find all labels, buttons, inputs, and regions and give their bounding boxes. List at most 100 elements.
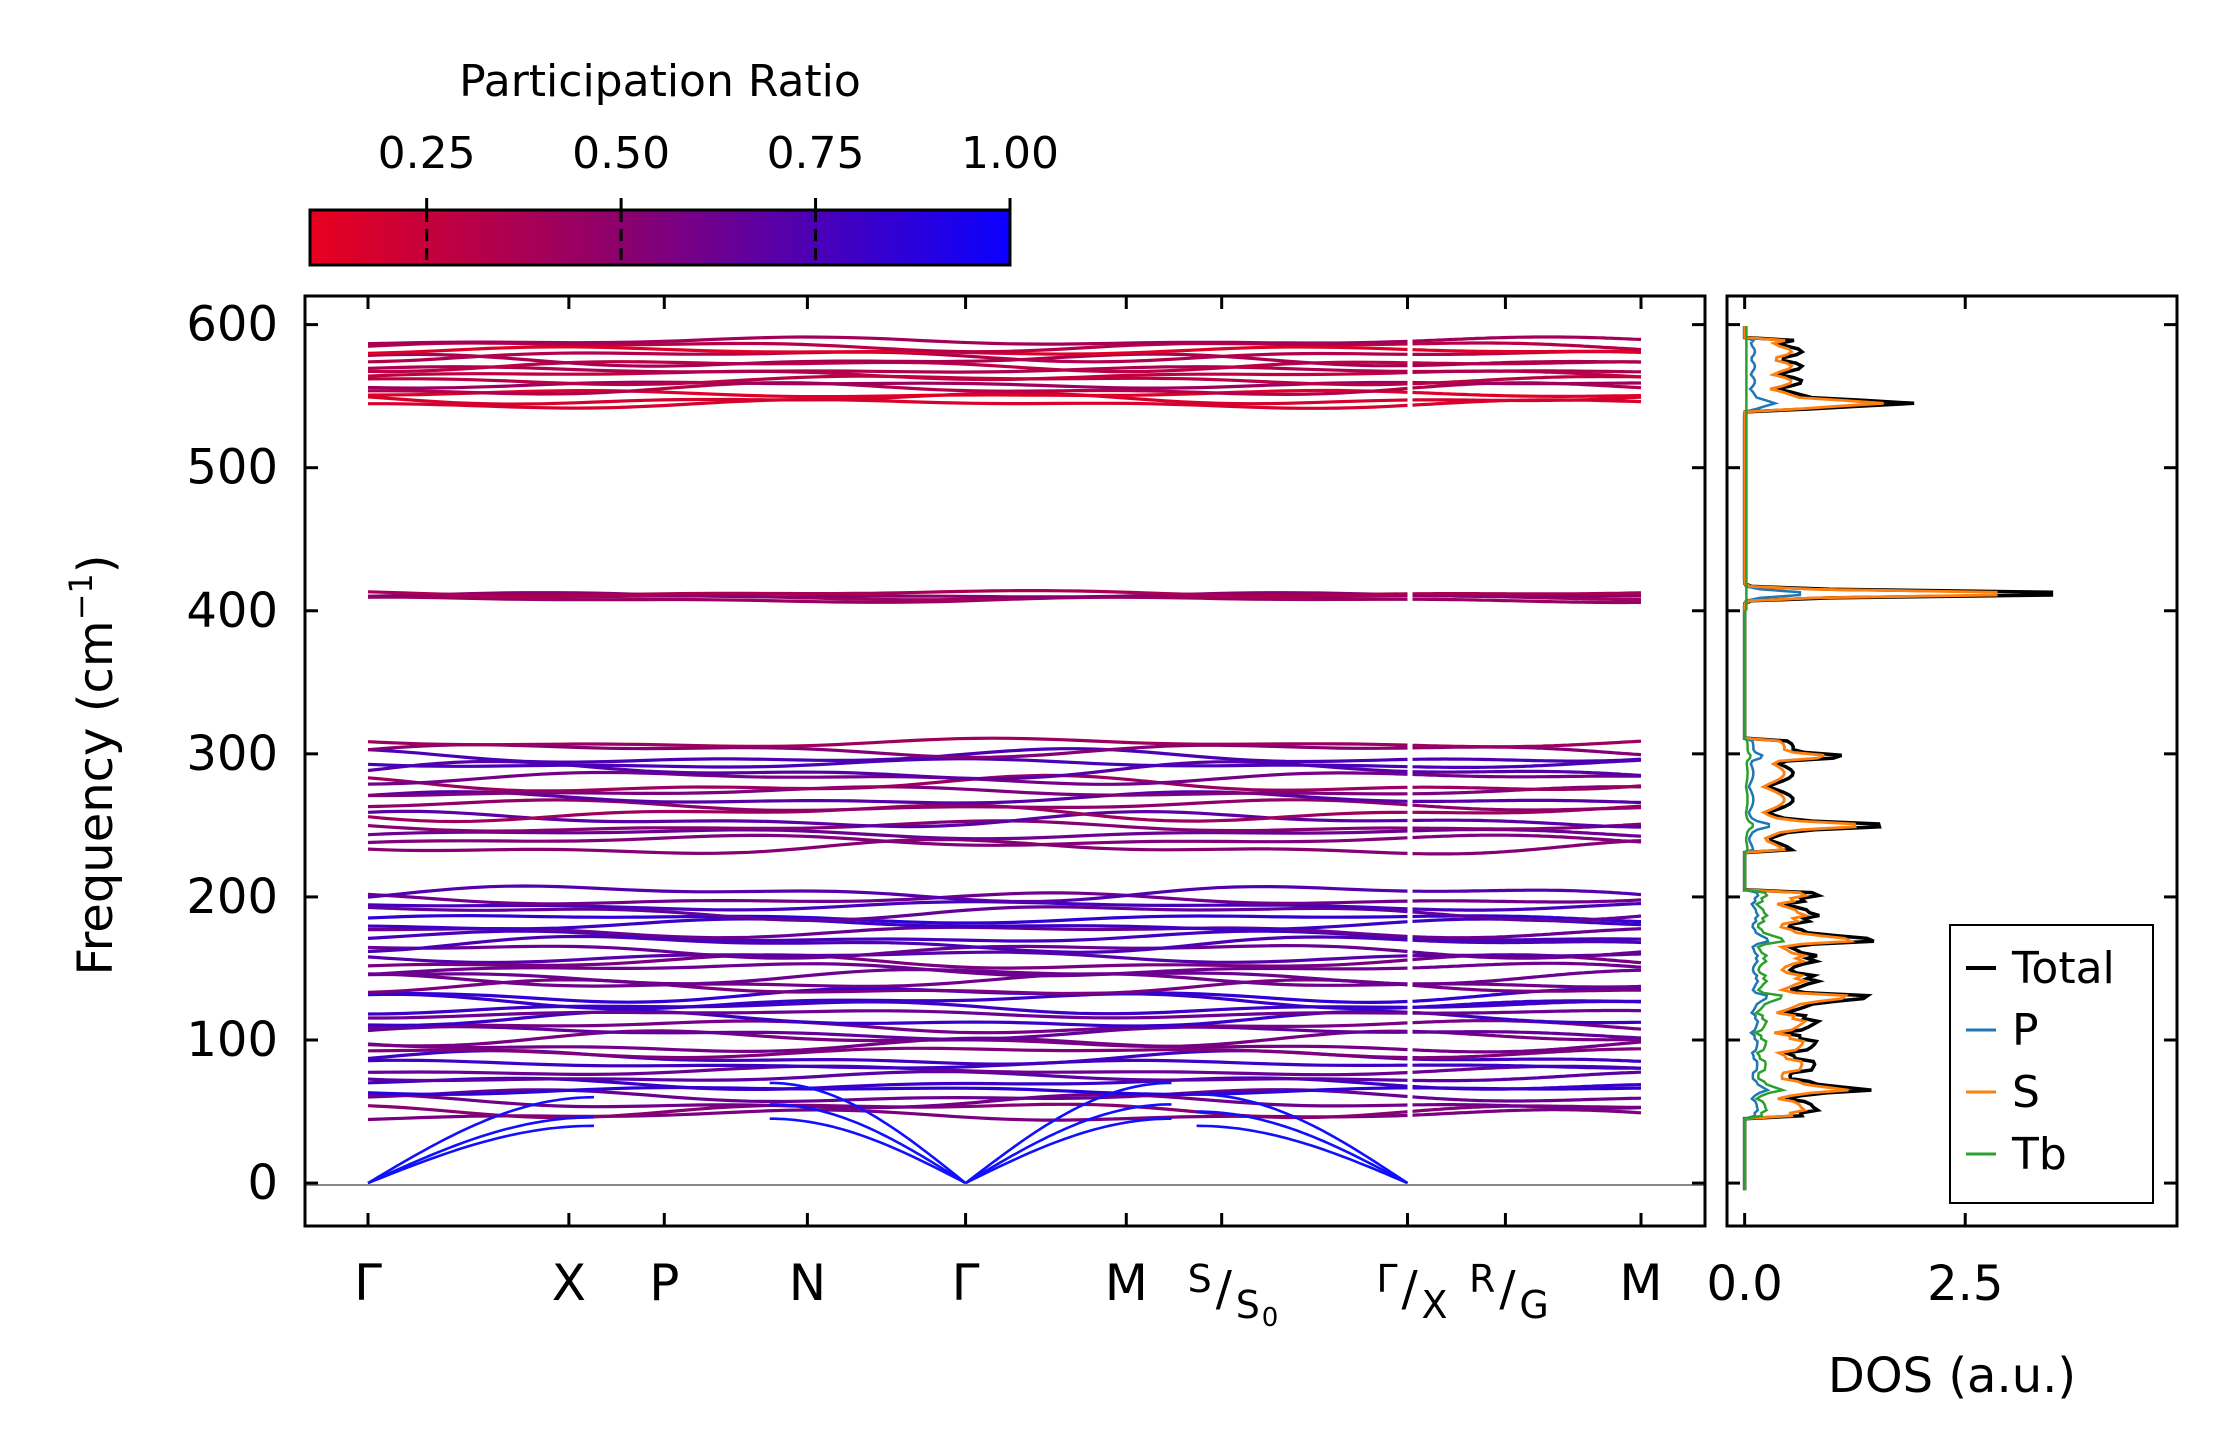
dos-x-axis-label: DOS (a.u.) — [1828, 1348, 2076, 1404]
phonon-band — [1412, 818, 1642, 829]
y-tick-label: 200 — [186, 869, 278, 925]
k-point-label-sub: G — [1519, 1283, 1548, 1327]
phonon-band — [1412, 950, 1642, 960]
phonon-band — [367, 1009, 1408, 1028]
phonon-band — [367, 1019, 1408, 1035]
k-point-label: N — [789, 1254, 826, 1312]
k-point-label: X — [552, 1254, 586, 1312]
acoustic-band — [964, 1081, 1172, 1185]
acoustic-band — [1196, 1110, 1409, 1185]
acoustic-band — [367, 1095, 595, 1185]
phonon-band — [367, 369, 1408, 382]
y-tick-label: 500 — [186, 440, 278, 496]
k-point-label-sub: X — [1421, 1283, 1447, 1327]
phonon-band — [1412, 593, 1641, 599]
phonon-band — [1412, 1008, 1642, 1015]
phonon-band — [367, 891, 1408, 906]
phonon-band — [367, 929, 1408, 943]
phonon-band — [367, 743, 1408, 759]
phonon-band — [367, 1036, 1408, 1054]
phonon-band — [1412, 968, 1641, 986]
phonon-band — [1412, 910, 1642, 923]
y-tick-label: 300 — [186, 726, 278, 782]
phonon-band — [1412, 927, 1642, 940]
phonon-band — [1412, 1108, 1642, 1117]
phonon-band — [1412, 798, 1642, 805]
phonon-band — [1412, 1103, 1642, 1110]
legend-label: P — [2012, 1005, 2039, 1056]
phonon-band — [367, 335, 1408, 346]
dos-panel: 0.0 2.5 DOS (a.u.) Total PS Tb — [1706, 294, 2179, 1404]
phonon-band — [368, 595, 1408, 604]
phonon-band — [1412, 597, 1642, 605]
acoustic-band — [367, 1124, 595, 1185]
phonon-band — [1412, 999, 1641, 1009]
phonon-band — [367, 736, 1408, 748]
phonon-band — [1412, 390, 1641, 398]
dos-legend: Total PS Tb — [1949, 924, 2154, 1204]
colorbar: Participation Ratio 0.25 0.50 0.75 1.00 — [308, 56, 1059, 267]
phonon-band — [1412, 757, 1642, 763]
colorbar-tick-label: 1.00 — [961, 128, 1059, 179]
phonon-band — [367, 591, 1408, 599]
phonon-band — [367, 900, 1408, 912]
phonon-band — [1412, 898, 1642, 904]
colorbar-tick-label: 0.25 — [378, 128, 476, 179]
k-point-label: M — [1105, 1254, 1148, 1312]
phonon-band — [1412, 1030, 1642, 1040]
phonon-band — [1412, 1057, 1642, 1063]
phonon-band — [367, 773, 1408, 793]
y-axis-label: Frequency (cm−1) — [62, 554, 124, 975]
phonon-band — [367, 953, 1408, 970]
phonon-band — [1412, 369, 1642, 374]
acoustic-band — [1196, 1093, 1409, 1185]
y-tick-label: 400 — [186, 583, 278, 639]
band-axes-frame — [303, 294, 1707, 1228]
k-point-label-sub: / — [1401, 1261, 1418, 1317]
phonon-band — [1412, 359, 1642, 368]
k-point-label: Γ — [952, 1254, 980, 1312]
phonon-band — [1412, 348, 1641, 354]
phonon-band — [1412, 839, 1642, 856]
phonon-band — [1412, 936, 1642, 942]
phonon-band — [367, 986, 1408, 1005]
phonon-band — [1412, 769, 1642, 778]
dos-s-curve — [1743, 326, 1998, 1191]
colorbar-tick-label: 0.75 — [767, 128, 865, 179]
k-point-label: S — [1188, 1257, 1212, 1301]
k-point-label-sub: S — [1236, 1283, 1260, 1327]
k-point-label: Γ — [354, 1254, 382, 1312]
phonon-band — [1412, 591, 1642, 596]
acoustic-band — [769, 1081, 967, 1185]
acoustic-band — [769, 1117, 967, 1185]
phonon-band — [367, 972, 1408, 989]
acoustic-band — [965, 1117, 1172, 1185]
phonon-band — [367, 913, 1408, 925]
k-point-label: Γ — [1376, 1257, 1397, 1301]
phonon-band — [1412, 938, 1642, 945]
phonon-band — [1412, 983, 1641, 993]
phonon-band — [367, 968, 1408, 986]
phonon-band — [1412, 1010, 1641, 1025]
phonon-band — [367, 1029, 1408, 1048]
phonon-band — [1412, 739, 1642, 749]
phonon-band — [1412, 833, 1642, 844]
phonon-band — [367, 833, 1408, 847]
k-point-label-sub: / — [1216, 1261, 1233, 1317]
colorbar-title: Participation Ratio — [459, 56, 861, 107]
phonon-band — [368, 381, 1408, 397]
phonon-band — [1412, 335, 1642, 343]
phonon-band — [367, 1069, 1408, 1083]
phonon-band — [367, 905, 1408, 923]
phonon-band — [367, 391, 1408, 406]
phonon-band — [1412, 1063, 1641, 1070]
phonon-band — [1412, 961, 1642, 970]
phonon-band — [1412, 341, 1642, 352]
k-point-label: M — [1619, 1254, 1662, 1312]
dos-x-tick-label: 2.5 — [1927, 1256, 2003, 1312]
phonon-band — [1412, 1083, 1642, 1091]
acoustic-band — [367, 1116, 594, 1185]
phonon-band — [368, 398, 1408, 410]
phonon-band — [1412, 1070, 1642, 1083]
